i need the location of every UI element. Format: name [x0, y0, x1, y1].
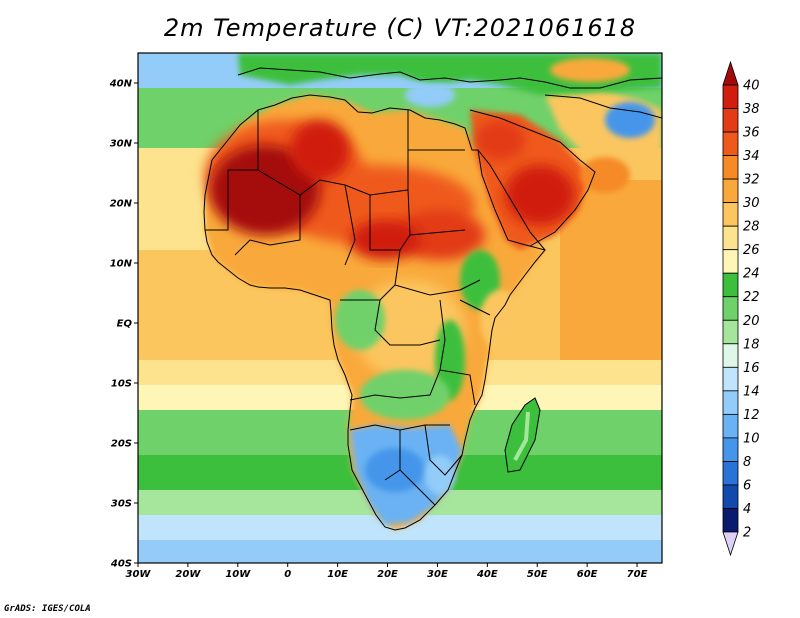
colorbar-swatch — [722, 272, 739, 298]
longitude-axis: 30W 20W 10W 0 10E 20E 30E 40E 50E 60E 70E — [126, 563, 648, 580]
colorbar-label: 8 — [743, 455, 751, 470]
lon-tick-label: 0 — [284, 569, 291, 580]
colorbar-swatch — [722, 319, 739, 345]
colorbar-label: 22 — [743, 290, 760, 305]
colorbar-swatch — [722, 84, 739, 109]
colorbar-swatch — [722, 508, 739, 533]
colorbar-label: 2 — [743, 526, 751, 541]
colorbar-label: 6 — [743, 478, 751, 493]
lon-tick-label: 40E — [476, 569, 498, 580]
lon-tick-label: 10E — [327, 569, 348, 580]
lon-tick-label: 60E — [577, 569, 598, 580]
colorbar-label: 16 — [743, 361, 760, 376]
colorbar-swatch — [722, 155, 739, 180]
lon-tick-label: 30W — [126, 569, 152, 580]
colorbar-label: 4 — [743, 502, 751, 517]
colorbar: 40 38 36 34 32 30 28 26 24 22 20 18 16 14 12 10 8 6 4 2 — [722, 60, 760, 557]
map-title: 2m Temperature (C) VT:2021061618 — [163, 14, 637, 42]
lon-tick-label: 20E — [377, 569, 398, 580]
temperature-field — [138, 53, 662, 563]
colorbar-label: 20 — [743, 314, 760, 329]
lat-tick-label: 20S — [111, 439, 132, 450]
colorbar-swatch — [722, 343, 739, 368]
latitude-axis: 40N 30N 20N 10N EQ 10S 20S 30S 40S — [109, 79, 138, 570]
lon-tick-label: 70E — [627, 569, 648, 580]
lat-tick-label: 10S — [111, 379, 132, 390]
colorbar-label: 12 — [743, 408, 760, 423]
colorbar-swatch — [722, 131, 739, 156]
colorbar-label: 40 — [743, 79, 760, 94]
lat-tick-label: EQ — [117, 319, 133, 330]
colorbar-swatch — [722, 202, 739, 227]
lat-tick-label: 30N — [110, 139, 133, 150]
colorbar-swatch — [722, 249, 739, 274]
lon-tick-label: 20W — [175, 569, 201, 580]
colorbar-swatch — [722, 108, 739, 133]
colorbar-bottom-arrow — [722, 531, 739, 557]
colorbar-label: 28 — [743, 220, 760, 235]
colorbar-swatch — [722, 484, 739, 509]
colorbar-label: 34 — [743, 149, 760, 164]
colorbar-swatch — [722, 225, 739, 251]
colorbar-label: 24 — [743, 267, 760, 282]
lon-tick-label: 30E — [427, 569, 448, 580]
lon-tick-label: 10W — [225, 569, 251, 580]
lat-tick-label: 40N — [109, 79, 133, 90]
colorbar-label: 38 — [743, 102, 760, 117]
colorbar-label: 32 — [743, 173, 760, 188]
colorbar-swatch — [722, 413, 739, 439]
coastlines — [203, 67, 662, 531]
lat-tick-label: 20N — [110, 199, 133, 210]
colorbar-label: 30 — [743, 196, 760, 211]
colorbar-label: 14 — [743, 384, 760, 399]
colorbar-swatch — [722, 366, 739, 392]
colorbar-label: 18 — [743, 337, 760, 352]
lat-tick-label: 30S — [111, 499, 132, 510]
colorbar-label: 26 — [743, 243, 760, 258]
colorbar-label: 10 — [743, 431, 760, 446]
colorbar-swatch — [722, 296, 739, 321]
credit-text: GrADS: IGES/COLA — [4, 604, 91, 614]
lat-tick-label: 40S — [110, 559, 132, 570]
lat-tick-label: 10N — [110, 259, 133, 270]
colorbar-swatch — [722, 178, 739, 204]
colorbar-swatch — [722, 461, 739, 486]
map-frame — [137, 52, 663, 564]
colorbar-top-arrow — [722, 60, 739, 86]
lon-tick-label: 50E — [527, 569, 548, 580]
colorbar-swatch — [722, 390, 739, 415]
colorbar-swatch — [722, 437, 739, 462]
colorbar-label: 36 — [743, 126, 760, 141]
